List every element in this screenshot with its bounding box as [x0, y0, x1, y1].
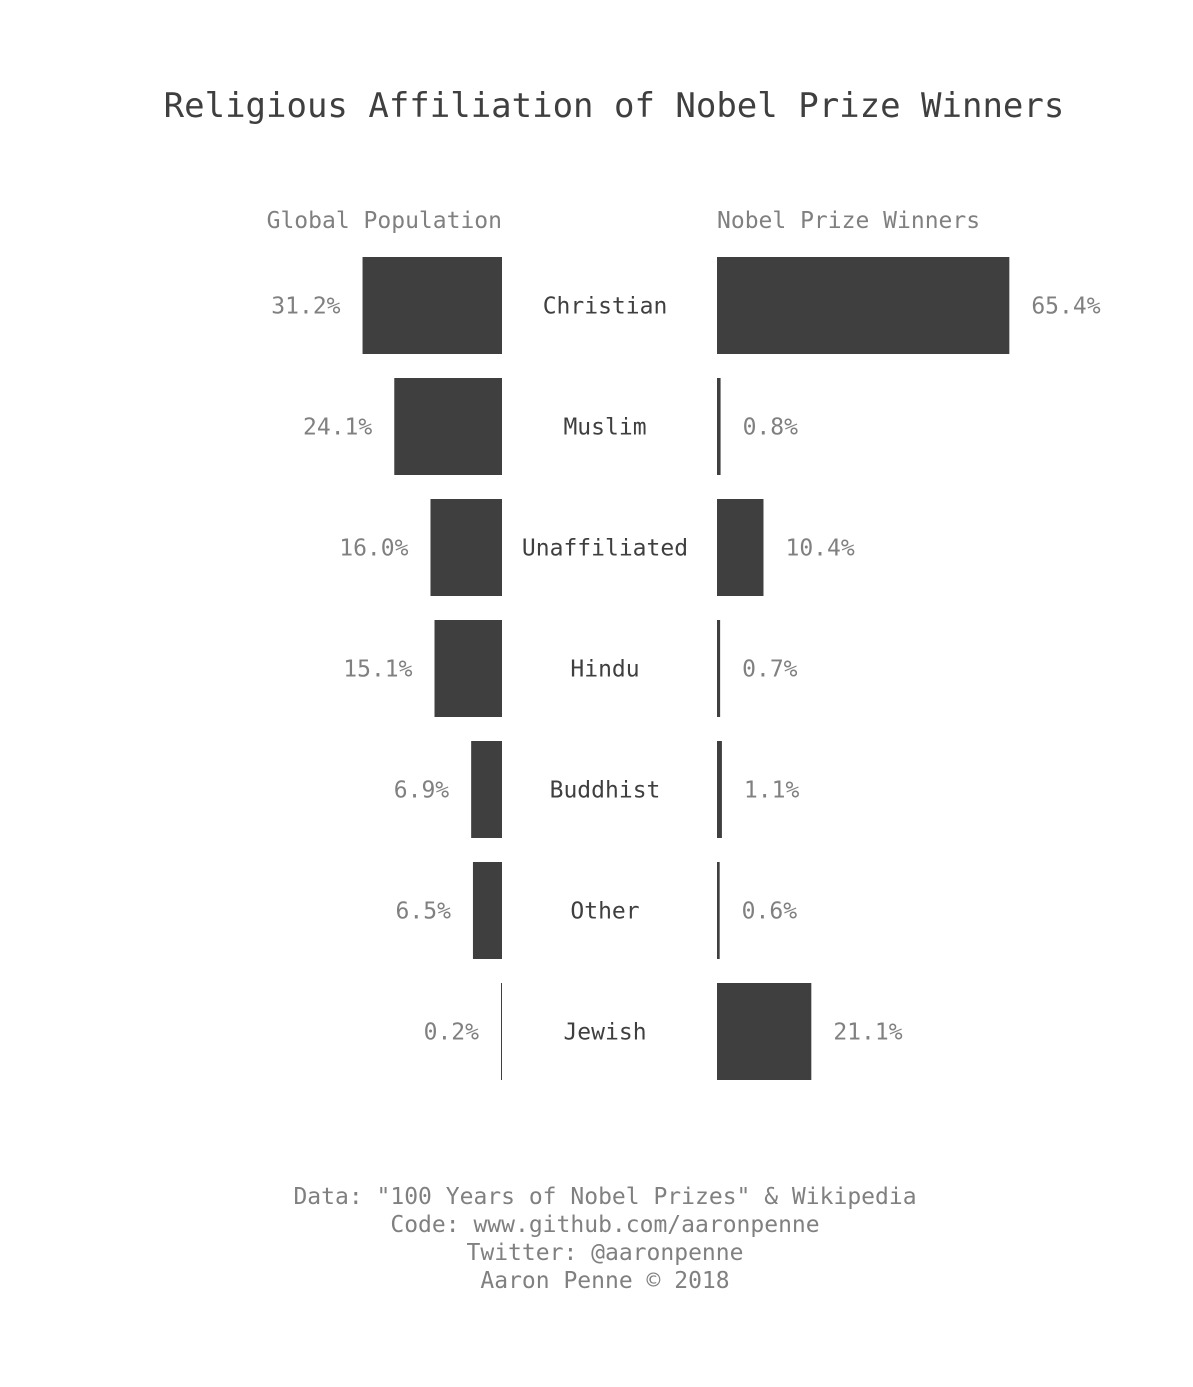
category-label-unaffiliated: Unaffiliated — [522, 536, 688, 562]
bar-global-population-muslim — [394, 378, 502, 475]
label-global-population-other: 6.5% — [396, 899, 452, 925]
category-label-muslim: Muslim — [563, 415, 646, 441]
label-global-population-buddhist: 6.9% — [394, 778, 450, 804]
label-global-population-muslim: 24.1% — [303, 415, 372, 441]
bar-nobel-prize-winners-christian — [717, 257, 1010, 354]
bar-nobel-prize-winners-jewish — [717, 983, 812, 1080]
label-global-population-jewish: 0.2% — [424, 1020, 480, 1046]
category-label-jewish: Jewish — [563, 1020, 646, 1046]
bar-nobel-prize-winners-hindu — [717, 620, 721, 717]
credits-data-source: Data: "100 Years of Nobel Prizes" & Wiki… — [293, 1184, 917, 1210]
label-nobel-prize-winners-muslim: 0.8% — [743, 415, 799, 441]
category-label-christian: Christian — [543, 294, 668, 320]
bar-nobel-prize-winners-unaffiliated — [717, 499, 764, 596]
category-label-other: Other — [570, 899, 639, 925]
credits-twitter: Twitter: @aaronpenne — [466, 1240, 744, 1266]
bar-global-population-unaffiliated — [430, 499, 502, 596]
label-global-population-hindu: 15.1% — [343, 657, 412, 683]
category-label-buddhist: Buddhist — [550, 778, 661, 804]
bar-nobel-prize-winners-other — [717, 862, 720, 959]
bar-global-population-jewish — [501, 983, 502, 1080]
credits-code-link: Code: www.github.com/aaronpenne — [390, 1212, 820, 1238]
credits-author: Aaron Penne © 2018 — [480, 1268, 730, 1294]
bar-nobel-prize-winners-muslim — [717, 378, 721, 475]
panel-title-nobel-prize-winners: Nobel Prize Winners — [717, 208, 980, 234]
label-nobel-prize-winners-other: 0.6% — [742, 899, 798, 925]
credits: Data: "100 Years of Nobel Prizes" & Wiki… — [0, 1183, 1193, 1295]
label-nobel-prize-winners-buddhist: 1.1% — [744, 778, 800, 804]
category-label-hindu: Hindu — [570, 657, 639, 683]
label-nobel-prize-winners-christian: 65.4% — [1031, 294, 1100, 320]
label-nobel-prize-winners-unaffiliated: 10.4% — [785, 536, 854, 562]
label-global-population-unaffiliated: 16.0% — [339, 536, 408, 562]
label-nobel-prize-winners-jewish: 21.1% — [833, 1020, 902, 1046]
bar-global-population-hindu — [434, 620, 502, 717]
chart-title: Religious Affiliation of Nobel Prize Win… — [164, 86, 1065, 126]
bar-global-population-christian — [362, 257, 502, 354]
panel-title-global-population: Global Population — [267, 208, 502, 234]
bars-group: 31.2% Christian 65.4% 24.1% Muslim 0.8% 16.0% U… — [271, 257, 1101, 1080]
bar-global-population-buddhist — [471, 741, 502, 838]
bar-global-population-other — [472, 862, 502, 959]
label-nobel-prize-winners-hindu: 0.7% — [742, 657, 798, 683]
label-global-population-christian: 31.2% — [271, 294, 340, 320]
bar-nobel-prize-winners-buddhist — [717, 741, 722, 838]
